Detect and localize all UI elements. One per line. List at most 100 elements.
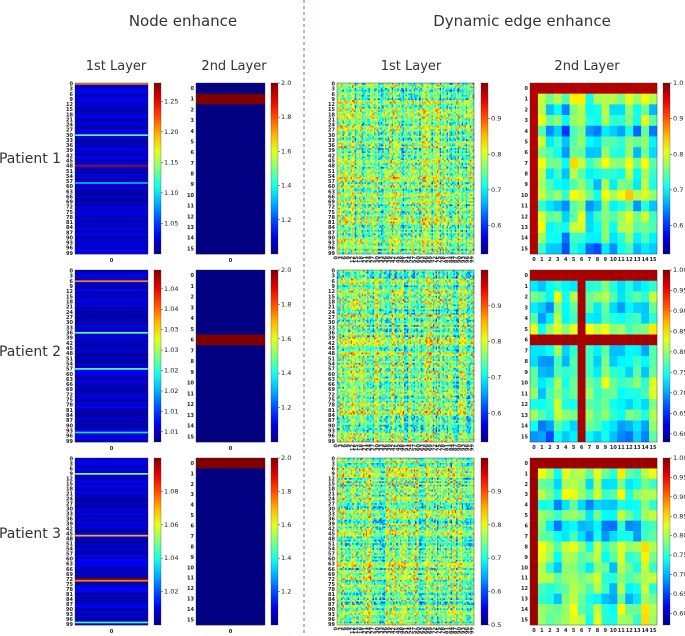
heatmap-cell	[350, 93, 353, 96]
heatmap-cell	[431, 86, 434, 89]
heatmap-cell	[405, 154, 408, 157]
heatmap-cell	[452, 115, 454, 118]
heatmap-cell	[379, 112, 382, 114]
heatmap-cell	[457, 161, 460, 164]
heatmap-cell	[435, 136, 438, 138]
heatmap-cell	[413, 147, 416, 150]
heatmap-cell	[384, 91, 387, 94]
heatmap-cell	[391, 120, 394, 123]
heatmap-cell	[384, 88, 387, 91]
heatmap-cell	[452, 103, 454, 106]
heatmap-cell	[379, 132, 382, 135]
heatmap-cell	[390, 142, 392, 145]
heatmap-cell	[387, 113, 390, 116]
heatmap-cell	[345, 124, 347, 126]
heatmap-cell	[373, 94, 376, 97]
heatmap-cell	[450, 84, 453, 87]
heatmap-cell	[365, 129, 368, 132]
heatmap-cell	[431, 88, 434, 91]
heatmap-cell	[387, 144, 390, 147]
heatmap-cell	[363, 158, 365, 161]
heatmap-cell	[379, 86, 382, 89]
heatmap-cell	[463, 153, 465, 156]
heatmap-cell	[442, 108, 445, 111]
heatmap-cell	[438, 88, 440, 91]
heatmap-cell	[437, 154, 439, 157]
heatmap-cell	[349, 151, 351, 154]
heatmap-cell	[360, 161, 362, 164]
heatmap-cell	[442, 134, 445, 137]
heatmap-cell	[373, 86, 376, 89]
heatmap-cell	[415, 91, 417, 94]
heatmap-cell	[338, 93, 340, 96]
heatmap-cell	[424, 96, 427, 99]
heatmap-cell	[437, 105, 439, 108]
heatmap-cell	[447, 130, 450, 133]
heatmap-cell	[450, 98, 453, 101]
heatmap-cell	[371, 163, 373, 166]
heatmap-cell	[353, 125, 356, 128]
heatmap-cell	[363, 129, 365, 132]
heatmap-cell	[372, 112, 375, 114]
heatmap-cell	[383, 159, 386, 162]
heatmap-cell	[468, 137, 471, 140]
heatmap-cell	[406, 153, 409, 156]
heatmap-cell	[376, 120, 379, 123]
heatmap-cell	[464, 136, 466, 138]
heatmap-cell	[376, 110, 379, 113]
heatmap-cell	[427, 91, 429, 94]
heatmap-cell	[360, 115, 362, 118]
heatmap-cell	[398, 158, 401, 161]
heatmap-cell	[386, 106, 388, 109]
heatmap-cell	[432, 91, 435, 94]
heatmap-cell	[438, 149, 440, 152]
heatmap-cell	[367, 159, 369, 162]
heatmap-cell	[409, 84, 412, 87]
heatmap-cell	[438, 122, 440, 125]
heatmap-cell	[410, 142, 413, 145]
heatmap-cell	[346, 106, 349, 109]
heatmap-cell	[447, 141, 450, 144]
heatmap-cell	[450, 136, 453, 138]
heatmap-cell	[353, 118, 356, 121]
heatmap-cell	[361, 94, 364, 97]
heatmap-cell	[339, 127, 342, 130]
heatmap-cell	[421, 144, 424, 147]
heatmap-cell	[445, 136, 447, 138]
heatmap-cell	[75, 98, 148, 101]
heatmap-cell	[75, 194, 148, 197]
heatmap-cell	[430, 86, 432, 89]
heatmap-cell	[472, 147, 475, 150]
heatmap-cell	[356, 83, 358, 85]
heatmap-cell	[458, 127, 461, 130]
heatmap-cell	[400, 163, 402, 166]
heatmap-cell	[394, 101, 397, 104]
heatmap-cell	[413, 139, 416, 142]
heatmap-cell	[379, 151, 382, 154]
heatmap-cell	[442, 141, 445, 144]
heatmap-cell	[382, 139, 384, 142]
heatmap-cell	[361, 83, 364, 85]
heatmap-cell	[387, 108, 390, 111]
heatmap-cell	[426, 153, 428, 156]
heatmap-cell	[387, 122, 390, 125]
heatmap-cell	[350, 144, 353, 147]
heatmap-cell	[467, 113, 469, 116]
heatmap-cell	[419, 147, 421, 150]
heatmap-cell	[453, 84, 456, 87]
heatmap-cell	[397, 110, 399, 113]
heatmap-cell	[443, 124, 446, 126]
heatmap-cell	[397, 100, 399, 103]
heatmap-cell	[441, 161, 443, 164]
heatmap-cell	[196, 147, 265, 159]
heatmap-cell	[415, 147, 417, 150]
heatmap-cell	[391, 132, 394, 135]
heatmap-cell	[342, 118, 345, 121]
heatmap-cell	[363, 156, 365, 159]
heatmap-cell	[453, 129, 456, 132]
heatmap-cell	[402, 105, 405, 108]
heatmap-cell	[442, 83, 445, 85]
heatmap-cell	[420, 105, 423, 108]
heatmap-cell	[454, 141, 457, 144]
heatmap-cell	[435, 117, 438, 120]
